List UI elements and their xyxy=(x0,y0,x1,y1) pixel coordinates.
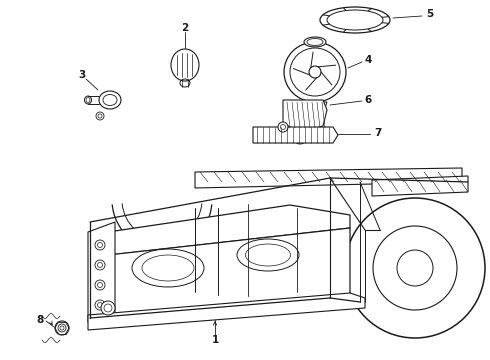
Polygon shape xyxy=(253,127,338,143)
Ellipse shape xyxy=(304,37,326,47)
Polygon shape xyxy=(108,228,350,315)
Ellipse shape xyxy=(284,42,346,102)
Ellipse shape xyxy=(171,49,199,81)
Ellipse shape xyxy=(295,136,305,144)
Polygon shape xyxy=(195,168,462,188)
Polygon shape xyxy=(88,222,115,322)
Text: 8: 8 xyxy=(36,315,44,325)
Circle shape xyxy=(95,300,105,310)
Ellipse shape xyxy=(99,91,121,109)
Polygon shape xyxy=(372,176,468,196)
Text: 6: 6 xyxy=(365,95,371,105)
Circle shape xyxy=(95,280,105,290)
Circle shape xyxy=(278,122,288,132)
Text: 1: 1 xyxy=(211,335,219,345)
Circle shape xyxy=(95,240,105,250)
Text: 5: 5 xyxy=(426,9,434,19)
Circle shape xyxy=(309,66,321,78)
Text: 7: 7 xyxy=(374,128,382,138)
Text: 2: 2 xyxy=(181,23,189,33)
Text: 3: 3 xyxy=(78,70,86,80)
Circle shape xyxy=(95,260,105,270)
Polygon shape xyxy=(283,100,327,133)
Polygon shape xyxy=(88,293,365,330)
Text: 4: 4 xyxy=(364,55,372,65)
Ellipse shape xyxy=(320,7,390,33)
Ellipse shape xyxy=(84,96,92,104)
Polygon shape xyxy=(303,102,327,114)
Circle shape xyxy=(58,324,66,332)
Circle shape xyxy=(55,321,69,335)
Circle shape xyxy=(101,301,115,315)
Polygon shape xyxy=(108,205,350,255)
